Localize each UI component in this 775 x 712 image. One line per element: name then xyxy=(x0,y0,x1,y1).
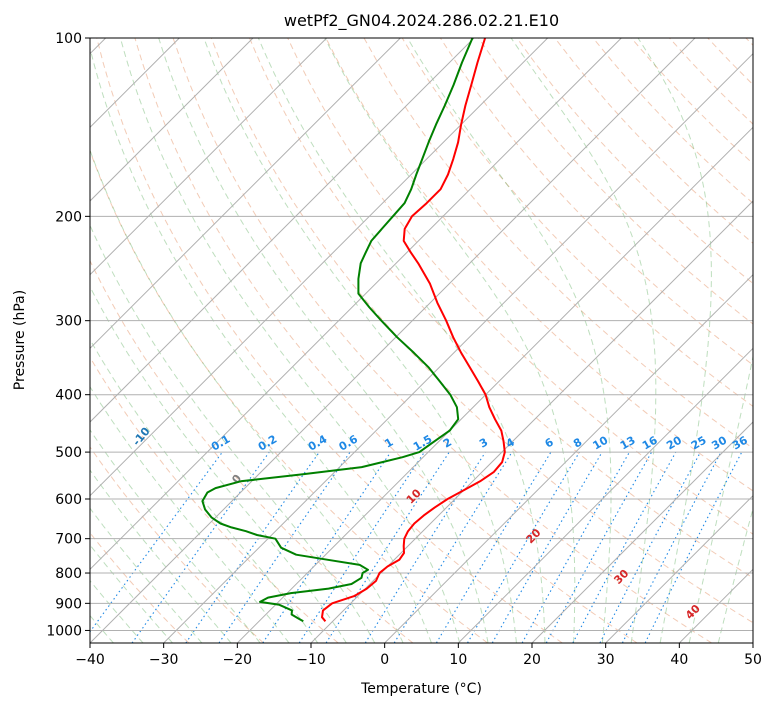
dry-adiabat xyxy=(20,38,413,643)
moist-adiabat xyxy=(689,38,775,643)
moist-adiabat-label: 30 xyxy=(611,567,631,587)
moist-adiabat xyxy=(638,38,711,643)
y-tick-label: 300 xyxy=(55,314,82,330)
mixing-ratio-line xyxy=(394,452,512,643)
dry-adiabat xyxy=(0,38,264,643)
mixing-ratio-line xyxy=(326,452,449,643)
y-axis-ticks: 100 200 300 400 500 600 700 800 900 1000 xyxy=(46,31,90,639)
dry-adiabat xyxy=(517,38,775,643)
moist-adiabat xyxy=(11,38,347,643)
dry-adiabat xyxy=(593,38,775,643)
mixing-ratio-label: 10 xyxy=(591,433,611,452)
x-tick-label: 40 xyxy=(670,652,688,668)
x-tick-label: 0 xyxy=(380,652,389,668)
x-tick-label: 20 xyxy=(523,652,541,668)
isotherm xyxy=(0,38,474,643)
dry-adiabat xyxy=(59,38,488,643)
x-tick-label: −30 xyxy=(149,652,179,668)
isotherm xyxy=(679,38,775,643)
y-tick-label: 800 xyxy=(55,566,82,582)
isotherm xyxy=(0,38,253,643)
dry-adiabat xyxy=(97,38,563,643)
chart-title: wetPf2_GN04.2024.286.02.21.E10 xyxy=(284,11,559,31)
isotherm xyxy=(90,38,695,643)
mixing-ratio-line xyxy=(299,452,424,643)
mixing-ratio-label: 13 xyxy=(618,434,638,453)
y-tick-label: 600 xyxy=(55,492,82,508)
moist-adiabat-label: 20 xyxy=(524,526,544,546)
mixing-ratio-line xyxy=(365,452,485,643)
mixing-ratio-label: 0.4 xyxy=(306,432,330,453)
mixing-ratio-label: 8 xyxy=(571,436,584,451)
y-tick-label: 900 xyxy=(55,596,82,612)
x-tick-label: 10 xyxy=(449,652,467,668)
mixing-ratio-label: 6 xyxy=(543,435,556,450)
x-tick-label: 50 xyxy=(744,652,762,668)
y-axis-label: Pressure (hPa) xyxy=(12,290,28,390)
dry-adiabat-label: -30 xyxy=(0,367,2,391)
mixing-ratio-line xyxy=(82,452,223,643)
profile-lines xyxy=(202,38,504,621)
mixing-ratio-label: 3 xyxy=(477,436,490,451)
y-tick-label: 100 xyxy=(55,31,82,47)
dry-adiabat xyxy=(440,38,775,643)
dry-adiabat-label: -10 xyxy=(130,425,153,449)
moist-adiabat xyxy=(0,38,260,643)
dry-adiabat xyxy=(555,38,775,643)
moist-adiabat-label: 40 xyxy=(683,602,703,622)
isotherm xyxy=(0,38,400,643)
mixing-ratio-label: 36 xyxy=(730,433,750,452)
dry-adiabat xyxy=(0,38,338,643)
plot-area: 0.10.20.40.611.52346810131620253036-100-… xyxy=(0,38,775,643)
y-tick-label: 500 xyxy=(55,445,82,461)
isotherm xyxy=(385,38,775,643)
moist-adiabat xyxy=(511,38,656,643)
mixing-ratio-label: 30 xyxy=(709,433,729,452)
profile-line-2 xyxy=(202,38,472,621)
moist-adiabat xyxy=(59,38,403,643)
y-tick-label: 400 xyxy=(55,388,82,404)
x-tick-label: −40 xyxy=(75,652,105,668)
moist-adiabat xyxy=(0,38,231,643)
isotherm xyxy=(237,38,775,643)
mixing-ratio-line xyxy=(573,452,676,643)
dry-adiabat xyxy=(326,38,775,643)
mixing-ratio-label: 16 xyxy=(640,433,660,452)
mixing-ratio-label: 0.2 xyxy=(256,433,279,454)
mixing-ratio-label: 1 xyxy=(382,436,395,451)
mixing-ratio-label: 25 xyxy=(689,434,709,453)
mixing-ratio-label: 0.1 xyxy=(209,433,232,454)
mixing-ratio-line xyxy=(522,452,629,643)
dry-adiabat xyxy=(0,38,189,643)
dry-adiabat xyxy=(288,38,775,643)
dry-adiabat xyxy=(670,38,775,643)
dry-adiabat xyxy=(211,38,775,643)
y-tick-label: 1000 xyxy=(46,623,82,639)
isotherm xyxy=(0,38,327,643)
x-tick-label: 30 xyxy=(597,652,615,668)
moist-adiabat xyxy=(325,38,575,643)
isotherm xyxy=(458,38,775,643)
x-tick-label: −10 xyxy=(296,652,326,668)
mixing-ratio-lines xyxy=(82,452,742,643)
y-tick-label: 200 xyxy=(55,209,82,225)
isotherm xyxy=(753,38,775,643)
y-tick-label: 700 xyxy=(55,532,82,548)
moist-adiabat-label: 10 xyxy=(404,486,424,506)
x-axis-label: Temperature (°C) xyxy=(360,681,482,697)
isotherm xyxy=(16,38,621,643)
x-tick-label: −20 xyxy=(223,652,253,668)
x-axis-ticks: −40 −30 −20 −10 0 10 20 30 40 50 xyxy=(75,643,762,668)
moist-adiabat xyxy=(718,38,775,643)
mixing-ratio-label: 20 xyxy=(664,433,684,452)
moist-adiabat xyxy=(88,38,432,643)
dry-adiabat xyxy=(746,38,775,643)
mixing-ratio-line xyxy=(546,452,651,643)
moist-adiabat xyxy=(408,38,612,643)
moist-adiabats xyxy=(0,38,775,643)
moist-adiabat xyxy=(0,38,318,643)
